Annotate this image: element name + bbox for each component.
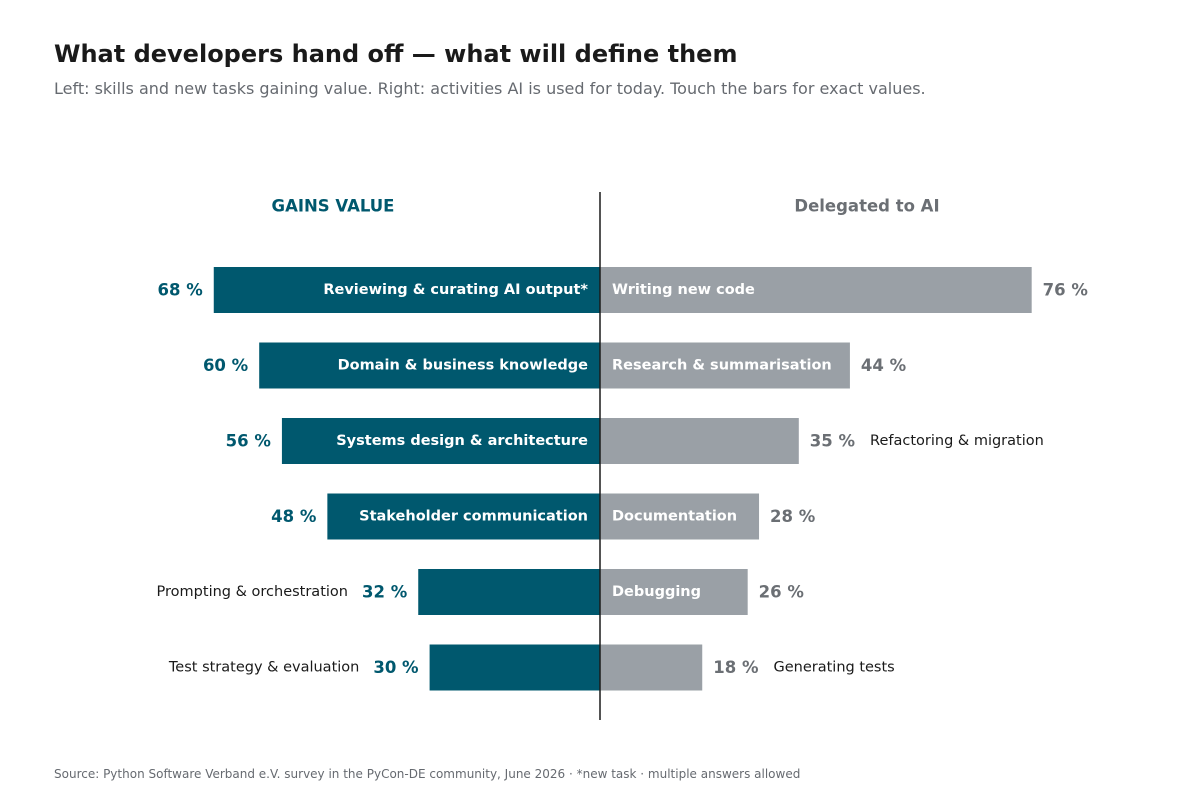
bar-left[interactable]: Domain & business knowledge: 60 % <box>259 342 600 389</box>
bar-label-right: Debugging <box>612 584 701 600</box>
value-label-left: 32 % <box>362 583 408 602</box>
bar-left[interactable]: Reviewing & curating AI output*: 68 % <box>213 267 600 313</box>
value-label-right: 18 % <box>713 658 759 677</box>
bar-label-left: Systems design & architecture <box>336 433 588 449</box>
value-label-left: 48 % <box>271 507 317 526</box>
bar-label-right: Writing new code <box>612 282 755 298</box>
bar-label-left: Test strategy & evaluation <box>168 660 359 676</box>
value-label-left: 56 % <box>226 432 272 451</box>
bar-right[interactable]: Refactoring & migration: 35 % <box>600 418 799 464</box>
bar-right[interactable]: Debugging: 26 % <box>600 569 748 615</box>
source-note: Source: Python Software Verband e.V. sur… <box>54 767 801 781</box>
bar-left[interactable]: Stakeholder communication: 48 % <box>327 493 600 540</box>
bar-left[interactable]: Prompting & orchestration: 32 % <box>418 569 600 615</box>
chart-subtitle: Left: skills and new tasks gaining value… <box>54 79 926 98</box>
bar-label-left: Reviewing & curating AI output* <box>323 282 588 298</box>
bar-right[interactable]: Writing new code: 76 % <box>600 267 1032 313</box>
bar-left[interactable]: Systems design & architecture: 56 % <box>281 418 600 464</box>
bar-right[interactable]: Generating tests: 18 % <box>600 644 703 691</box>
value-label-right: 35 % <box>810 432 856 451</box>
bar-right[interactable]: Documentation: 28 % <box>600 493 760 540</box>
bar-label-right: Research & summarisation <box>612 358 832 374</box>
bar-left[interactable]: Test strategy & evaluation: 30 % <box>429 644 600 691</box>
bar-label-left: Stakeholder communication <box>359 509 588 525</box>
bar-right[interactable]: Research & summarisation: 44 % <box>600 342 850 389</box>
chart-title: What developers hand off — what will def… <box>54 40 738 68</box>
value-label-right: 44 % <box>861 356 907 375</box>
value-label-right: 76 % <box>1043 281 1089 300</box>
bar-label-right: Refactoring & migration <box>870 433 1044 449</box>
bar-label-left: Domain & business knowledge <box>338 358 589 374</box>
value-label-left: 68 % <box>158 281 204 300</box>
value-label-right: 28 % <box>770 507 816 526</box>
bar-label-right: Generating tests <box>773 660 894 676</box>
bar-label-left: Prompting & orchestration <box>157 584 348 600</box>
value-label-left: 60 % <box>203 356 249 375</box>
right-heading: Delegated to AI <box>794 197 939 216</box>
value-label-right: 26 % <box>759 583 805 602</box>
bar-label-right: Documentation <box>612 509 737 525</box>
left-heading: GAINS VALUE <box>272 197 395 216</box>
value-label-left: 30 % <box>373 658 419 677</box>
